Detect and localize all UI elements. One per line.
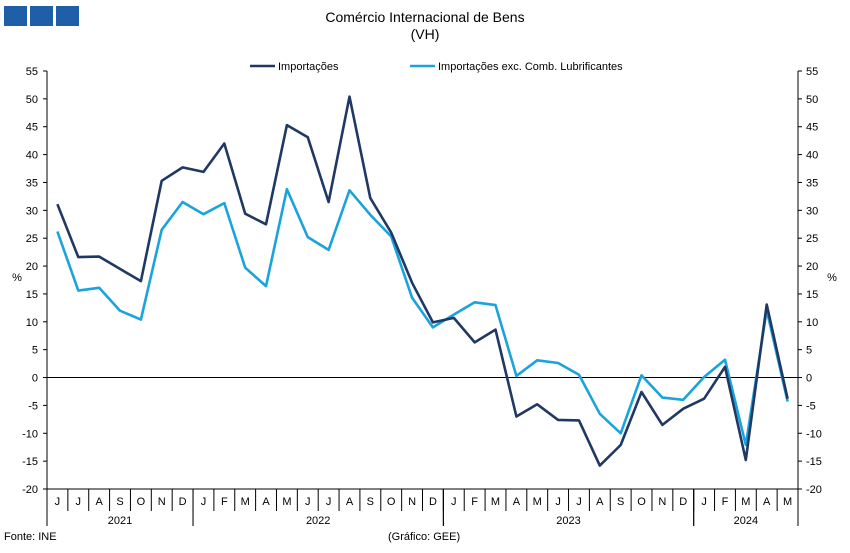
y-tick-label-right: -5 xyxy=(806,400,816,412)
credit-note: (Gráfico: GEE) xyxy=(388,531,461,543)
x-month-label: J xyxy=(55,496,61,508)
y-tick-label-left: 45 xyxy=(26,122,38,134)
y-tick-label-right: -15 xyxy=(806,456,822,468)
y-tick-label-right: -10 xyxy=(806,428,822,440)
x-month-label: J xyxy=(201,496,207,508)
x-month-label: S xyxy=(617,496,624,508)
y-tick-label-right: 55 xyxy=(806,66,818,78)
y-tick-label-right: 20 xyxy=(806,261,818,273)
series-line-importa-es-exc-comb-lubrificantes xyxy=(56,187,789,447)
y-tick-label-left: -15 xyxy=(22,456,38,468)
x-month-label: J xyxy=(326,496,332,508)
x-month-label: A xyxy=(346,496,354,508)
x-month-label: F xyxy=(221,496,228,508)
logo-block-3 xyxy=(56,6,79,26)
x-month-label: N xyxy=(158,496,166,508)
x-year-label: 2022 xyxy=(306,515,330,527)
x-month-label: A xyxy=(262,496,270,508)
y-tick-label-left: 30 xyxy=(26,205,38,217)
x-month-label: N xyxy=(408,496,416,508)
y-tick-label-right: 40 xyxy=(806,150,818,162)
chart-title: Comércio Internacional de Bens xyxy=(325,9,525,25)
x-month-label: S xyxy=(116,496,123,508)
chart-legend: Importações Importações exc. Comb. Lubrif… xyxy=(250,61,623,73)
y-tick-label-right: 0 xyxy=(806,373,812,385)
x-month-label: J xyxy=(76,496,82,508)
y-tick-label-left: 25 xyxy=(26,233,38,245)
x-month-label: M xyxy=(533,496,542,508)
x-month-label: S xyxy=(367,496,374,508)
y-tick-label-left: 0 xyxy=(32,373,38,385)
y-tick-label-left: 20 xyxy=(26,261,38,273)
y-axis-title-right: % xyxy=(827,272,837,284)
x-month-label: F xyxy=(471,496,478,508)
y-tick-label-right: 45 xyxy=(806,122,818,134)
x-month-label: J xyxy=(451,496,457,508)
y-tick-label-right: 5 xyxy=(806,345,812,357)
y-tick-label-left: 10 xyxy=(26,317,38,329)
x-month-label: J xyxy=(576,496,582,508)
chart-series xyxy=(56,95,789,467)
x-month-label: A xyxy=(513,496,521,508)
logo-block-1 xyxy=(4,6,27,26)
x-month-label: D xyxy=(679,496,687,508)
x-month-label: A xyxy=(95,496,103,508)
x-month-label: M xyxy=(491,496,500,508)
x-month-label: N xyxy=(658,496,666,508)
x-month-label: O xyxy=(637,496,646,508)
y-tick-label-right: 25 xyxy=(806,233,818,245)
gee-logo xyxy=(4,6,79,26)
y-tick-label-right: -20 xyxy=(806,484,822,496)
y-tick-label-left: 55 xyxy=(26,66,38,78)
y-tick-label-right: 30 xyxy=(806,205,818,217)
source-note: Fonte: INE xyxy=(4,531,57,543)
y-tick-label-left: -20 xyxy=(22,484,38,496)
y-tick-label-left: 5 xyxy=(32,345,38,357)
x-month-label: J xyxy=(555,496,561,508)
x-month-label: D xyxy=(429,496,437,508)
x-month-label: F xyxy=(722,496,729,508)
y-tick-label-left: 35 xyxy=(26,177,38,189)
x-month-label: J xyxy=(701,496,707,508)
y-tick-label-right: 15 xyxy=(806,289,818,301)
y-tick-label-left: 15 xyxy=(26,289,38,301)
x-year-label: 2024 xyxy=(734,515,758,527)
y-tick-label-right: 10 xyxy=(806,317,818,329)
chart-subtitle: (VH) xyxy=(410,26,440,42)
series-line-importa-es xyxy=(56,95,789,467)
x-month-label: J xyxy=(305,496,311,508)
y-tick-label-left: 40 xyxy=(26,150,38,162)
legend-label: Importações xyxy=(278,61,339,73)
x-year-label: 2021 xyxy=(108,515,132,527)
y-tick-label-right: 50 xyxy=(806,94,818,106)
x-month-label: A xyxy=(596,496,604,508)
x-year-label: 2023 xyxy=(556,515,580,527)
y-tick-label-left: -5 xyxy=(28,400,38,412)
x-month-label: M xyxy=(783,496,792,508)
y-tick-label-left: -10 xyxy=(22,428,38,440)
x-month-label: M xyxy=(241,496,250,508)
x-month-label: A xyxy=(763,496,771,508)
y-tick-label-right: 35 xyxy=(806,177,818,189)
x-month-label: O xyxy=(387,496,396,508)
legend-label: Importações exc. Comb. Lubrificantes xyxy=(438,61,623,73)
x-month-label: D xyxy=(179,496,187,508)
y-tick-label-left: 50 xyxy=(26,94,38,106)
x-month-label: M xyxy=(282,496,291,508)
x-month-label: O xyxy=(137,496,146,508)
x-month-label: M xyxy=(741,496,750,508)
logo-block-2 xyxy=(30,6,53,26)
y-axis-title-left: % xyxy=(12,272,22,284)
